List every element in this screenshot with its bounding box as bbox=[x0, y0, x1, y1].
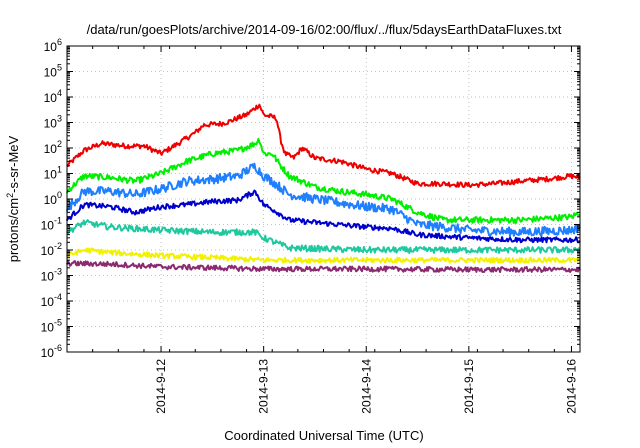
y-tick-base: 10 bbox=[41, 270, 55, 284]
y-tick-exponent: -3 bbox=[54, 267, 62, 277]
series-line bbox=[66, 260, 581, 273]
y-axis-label-main: protons/cm bbox=[6, 198, 21, 262]
y-tick-label: 103 bbox=[44, 114, 62, 131]
y-tick-exponent: 1 bbox=[57, 165, 62, 175]
x-tick-label: 2014-9-16 bbox=[564, 359, 578, 414]
y-tick-exponent: -5 bbox=[54, 318, 62, 328]
y-tick-exponent: 5 bbox=[57, 63, 62, 73]
x-tick-label: 2014-9-12 bbox=[154, 359, 168, 414]
y-axis-label: protons/cm2-s-sr-MeV bbox=[5, 135, 21, 262]
y-tick-label: 101 bbox=[44, 165, 62, 182]
y-tick-label: 105 bbox=[44, 63, 62, 80]
y-tick-label: 10-4 bbox=[41, 292, 62, 309]
y-tick-label: 10-6 bbox=[41, 343, 62, 360]
y-tick-base: 10 bbox=[41, 219, 55, 233]
y-tick-label: 100 bbox=[44, 190, 62, 207]
y-tick-exponent: -4 bbox=[54, 292, 62, 302]
y-tick-label: 106 bbox=[44, 37, 62, 54]
y-tick-base: 10 bbox=[41, 295, 55, 309]
y-tick-exponent: 3 bbox=[57, 114, 62, 124]
y-tick-labels: 10610510410310210110010-110-210-310-410-… bbox=[41, 37, 62, 360]
y-tick-base: 10 bbox=[44, 193, 58, 207]
y-tick-base: 10 bbox=[44, 40, 58, 54]
y-axis-label-superscript: 2 bbox=[5, 193, 15, 198]
chart-title: /data/run/goesPlots/archive/2014-09-16/0… bbox=[87, 22, 562, 37]
series-line bbox=[66, 247, 581, 264]
x-tick-label: 2014-9-15 bbox=[462, 359, 476, 414]
y-tick-base: 10 bbox=[44, 168, 58, 182]
y-tick-exponent: 6 bbox=[57, 37, 62, 47]
series-line bbox=[66, 189, 581, 244]
y-tick-exponent: -1 bbox=[54, 216, 62, 226]
y-tick-label: 10-3 bbox=[41, 267, 62, 284]
y-axis-label-units: -s-sr-MeV bbox=[6, 135, 21, 192]
y-tick-base: 10 bbox=[44, 66, 58, 80]
y-tick-label: 104 bbox=[44, 88, 62, 105]
y-tick-base: 10 bbox=[44, 91, 58, 105]
y-tick-label: 10-1 bbox=[41, 216, 62, 233]
y-tick-exponent: 2 bbox=[57, 139, 62, 149]
y-tick-label: 102 bbox=[44, 139, 62, 156]
series-line bbox=[66, 137, 581, 224]
series-line bbox=[66, 103, 581, 189]
y-tick-exponent: -2 bbox=[54, 241, 62, 251]
y-tick-base: 10 bbox=[41, 346, 55, 360]
y-tick-exponent: -6 bbox=[54, 343, 62, 353]
x-tick-label: 2014-9-14 bbox=[359, 359, 373, 414]
y-tick-exponent: 4 bbox=[57, 88, 62, 98]
x-tick-labels: 2014-9-12 2014-9-13 2014-9-14 2014-9-15 2014… bbox=[154, 359, 578, 414]
y-tick-label: 10-5 bbox=[41, 318, 62, 335]
y-tick-label: 10-2 bbox=[41, 241, 62, 258]
y-tick-base: 10 bbox=[41, 244, 55, 258]
y-tick-exponent: 0 bbox=[57, 190, 62, 200]
series-line bbox=[66, 219, 580, 254]
y-tick-base: 10 bbox=[44, 117, 58, 131]
y-tick-base: 10 bbox=[44, 142, 58, 156]
y-tick-base: 10 bbox=[41, 321, 55, 335]
plot-frame bbox=[66, 45, 581, 353]
series-line bbox=[66, 162, 581, 238]
x-tick-label: 2014-9-13 bbox=[257, 359, 271, 414]
x-axis-label: Coordinated Universal Time (UTC) bbox=[224, 428, 423, 443]
series-layer bbox=[66, 103, 581, 273]
